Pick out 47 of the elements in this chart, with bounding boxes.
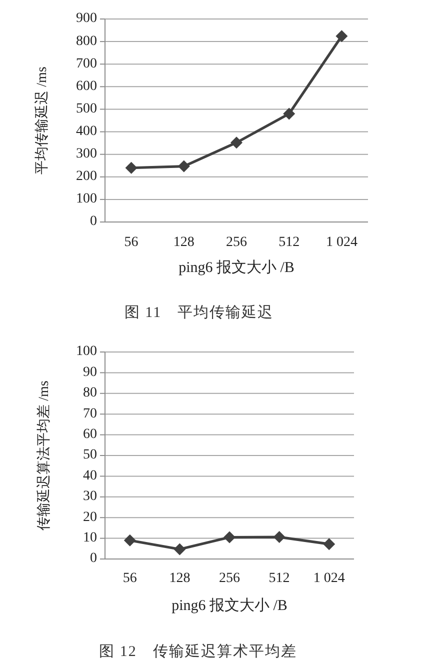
point — [124, 534, 136, 546]
y-tick-label: 600 — [76, 78, 97, 94]
point — [336, 30, 348, 42]
x-tick-label: 128 — [169, 571, 190, 586]
y-tick-label: 700 — [76, 56, 97, 72]
y-tick-label: 90 — [83, 364, 97, 380]
x-tick-label: 512 — [278, 235, 300, 250]
x-tick-label: 1 024 — [313, 571, 345, 586]
y-axis-title: 传输延迟算法平均差 /ms — [36, 380, 52, 530]
y-tick-label: 60 — [83, 427, 97, 442]
x-tick-label: 128 — [173, 235, 194, 250]
y-tick-label: 20 — [83, 510, 97, 525]
y-tick-label: 80 — [83, 386, 97, 401]
text: 图 12 传输延迟算术平均差 — [99, 643, 297, 660]
point — [323, 538, 336, 550]
y-tick-label: 50 — [83, 448, 97, 463]
y-tick-label: 100 — [76, 192, 97, 207]
y-tick-label: 800 — [76, 34, 97, 49]
point — [174, 543, 186, 556]
x-axis-title: ping6 报文大小 /B — [178, 259, 294, 276]
y-tick-label: 200 — [76, 169, 97, 184]
x-tick-label: 256 — [219, 571, 240, 586]
x-tick-label: 56 — [122, 571, 137, 586]
point — [224, 531, 236, 544]
y-tick-label: 900 — [76, 11, 97, 26]
point — [273, 531, 286, 544]
y-tick-label: 0 — [90, 214, 97, 230]
x-tick-label: 512 — [268, 571, 290, 586]
y-tick-label: 300 — [76, 146, 97, 162]
y-tick-label: 40 — [83, 468, 97, 484]
x-tick-label: 56 — [124, 235, 138, 250]
y-tick-label: 70 — [83, 406, 97, 422]
point — [178, 160, 190, 172]
y-axis-title: 平均传输延迟 /ms — [34, 66, 50, 174]
y-tick-label: 10 — [83, 530, 97, 546]
y-tick-label: 400 — [76, 124, 97, 139]
point — [283, 108, 296, 120]
x-tick-label: 1 024 — [326, 235, 358, 250]
y-tick-label: 100 — [76, 344, 97, 360]
x-axis-title: ping6 报文大小 /B — [172, 597, 288, 614]
y-tick-label: 30 — [83, 489, 97, 504]
x-tick-label: 256 — [226, 235, 247, 250]
y-tick-label: 500 — [76, 101, 97, 116]
text: 图 11 平均传输延迟 — [124, 304, 274, 322]
y-tick-label: 0 — [90, 551, 97, 566]
point — [230, 136, 242, 149]
point — [125, 162, 138, 174]
